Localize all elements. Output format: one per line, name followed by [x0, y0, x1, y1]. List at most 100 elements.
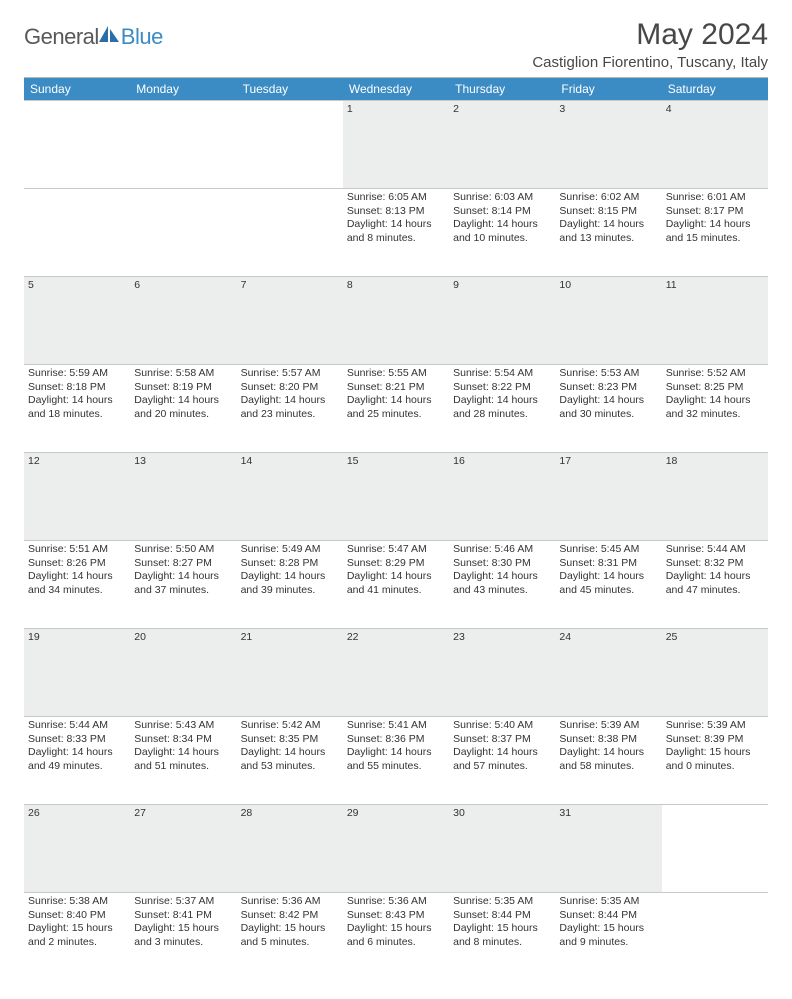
day-number: 3: [555, 101, 661, 189]
day-cell: Sunrise: 6:05 AMSunset: 8:13 PMDaylight:…: [343, 189, 449, 277]
day-detail-line: Sunset: 8:35 PM: [241, 733, 339, 747]
day-cell: Sunrise: 5:39 AMSunset: 8:38 PMDaylight:…: [555, 717, 661, 805]
day-number: 14: [237, 453, 343, 541]
day-detail-line: Sunset: 8:39 PM: [666, 733, 764, 747]
day-detail-line: and 34 minutes.: [28, 584, 126, 598]
day-detail-line: Daylight: 14 hours: [666, 394, 764, 408]
day-number: [130, 101, 236, 189]
day-number: 6: [130, 277, 236, 365]
day-detail-line: Sunset: 8:31 PM: [559, 557, 657, 571]
day-detail-line: Sunrise: 5:50 AM: [134, 543, 232, 557]
day-number: [24, 101, 130, 189]
day-detail-line: and 13 minutes.: [559, 232, 657, 246]
day-cell: Sunrise: 5:55 AMSunset: 8:21 PMDaylight:…: [343, 365, 449, 453]
day-detail-line: Sunset: 8:15 PM: [559, 205, 657, 219]
day-detail-line: and 30 minutes.: [559, 408, 657, 422]
day-detail-line: Sunset: 8:34 PM: [134, 733, 232, 747]
day-number: 12: [24, 453, 130, 541]
day-detail-line: Daylight: 14 hours: [347, 218, 445, 232]
day-detail-line: Sunset: 8:22 PM: [453, 381, 551, 395]
day-detail-line: Daylight: 14 hours: [559, 218, 657, 232]
day-detail-line: Daylight: 14 hours: [453, 218, 551, 232]
day-detail-line: Daylight: 14 hours: [28, 394, 126, 408]
day-cell: Sunrise: 5:41 AMSunset: 8:36 PMDaylight:…: [343, 717, 449, 805]
day-detail-line: Daylight: 14 hours: [347, 746, 445, 760]
day-detail-line: Daylight: 14 hours: [134, 570, 232, 584]
day-detail-line: and 49 minutes.: [28, 760, 126, 774]
day-detail-line: Sunset: 8:13 PM: [347, 205, 445, 219]
day-detail-line: Sunrise: 5:40 AM: [453, 719, 551, 733]
day-detail-line: Sunset: 8:40 PM: [28, 909, 126, 923]
day-detail-line: and 18 minutes.: [28, 408, 126, 422]
title-block: May 2024 Castiglion Fiorentino, Tuscany,…: [532, 18, 768, 71]
day-detail-line: and 47 minutes.: [666, 584, 764, 598]
day-detail-line: Daylight: 14 hours: [559, 570, 657, 584]
day-detail-line: Sunrise: 5:45 AM: [559, 543, 657, 557]
day-detail-line: Sunrise: 6:05 AM: [347, 191, 445, 205]
day-detail-line: Sunset: 8:42 PM: [241, 909, 339, 923]
day-detail-line: and 5 minutes.: [241, 936, 339, 950]
day-detail-line: Daylight: 15 hours: [666, 746, 764, 760]
week-row: Sunrise: 5:38 AMSunset: 8:40 PMDaylight:…: [24, 893, 768, 981]
day-detail-line: Sunset: 8:19 PM: [134, 381, 232, 395]
day-detail-line: Daylight: 14 hours: [453, 570, 551, 584]
day-detail-line: Sunrise: 5:57 AM: [241, 367, 339, 381]
day-detail-line: Sunrise: 5:54 AM: [453, 367, 551, 381]
day-detail-line: Sunrise: 5:51 AM: [28, 543, 126, 557]
day-detail-line: Sunset: 8:18 PM: [28, 381, 126, 395]
day-cell: Sunrise: 5:59 AMSunset: 8:18 PMDaylight:…: [24, 365, 130, 453]
day-detail-line: and 20 minutes.: [134, 408, 232, 422]
calendar-body: 1234Sunrise: 6:05 AMSunset: 8:13 PMDayli…: [24, 101, 768, 981]
calendar-page: General Blue May 2024 Castiglion Fiorent…: [0, 0, 792, 999]
day-detail-line: Daylight: 14 hours: [241, 746, 339, 760]
day-detail-line: Sunrise: 5:59 AM: [28, 367, 126, 381]
day-detail-line: Sunset: 8:20 PM: [241, 381, 339, 395]
day-detail-line: and 8 minutes.: [453, 936, 551, 950]
day-number: 16: [449, 453, 555, 541]
page-header: General Blue May 2024 Castiglion Fiorent…: [24, 18, 768, 71]
day-detail-line: Daylight: 14 hours: [241, 570, 339, 584]
day-number: 10: [555, 277, 661, 365]
day-detail-line: Daylight: 14 hours: [134, 394, 232, 408]
day-detail-line: Daylight: 14 hours: [28, 570, 126, 584]
logo-text-blue: Blue: [121, 24, 163, 50]
day-cell: Sunrise: 5:44 AMSunset: 8:32 PMDaylight:…: [662, 541, 768, 629]
day-cell: Sunrise: 5:36 AMSunset: 8:43 PMDaylight:…: [343, 893, 449, 981]
day-detail-line: Sunset: 8:25 PM: [666, 381, 764, 395]
day-detail-line: Daylight: 15 hours: [559, 922, 657, 936]
weekday-header: Saturday: [662, 78, 768, 101]
day-number: 26: [24, 805, 130, 893]
day-number: 5: [24, 277, 130, 365]
day-detail-line: and 58 minutes.: [559, 760, 657, 774]
day-detail-line: and 41 minutes.: [347, 584, 445, 598]
day-detail-line: Sunrise: 5:35 AM: [559, 895, 657, 909]
day-cell: Sunrise: 5:37 AMSunset: 8:41 PMDaylight:…: [130, 893, 236, 981]
day-cell: Sunrise: 5:58 AMSunset: 8:19 PMDaylight:…: [130, 365, 236, 453]
daynum-row: 1234: [24, 101, 768, 189]
day-detail-line: and 23 minutes.: [241, 408, 339, 422]
day-cell: Sunrise: 6:01 AMSunset: 8:17 PMDaylight:…: [662, 189, 768, 277]
day-detail-line: Sunrise: 5:44 AM: [666, 543, 764, 557]
day-number: 24: [555, 629, 661, 717]
daynum-row: 262728293031: [24, 805, 768, 893]
day-detail-line: and 28 minutes.: [453, 408, 551, 422]
week-row: Sunrise: 5:44 AMSunset: 8:33 PMDaylight:…: [24, 717, 768, 805]
day-cell: Sunrise: 5:35 AMSunset: 8:44 PMDaylight:…: [449, 893, 555, 981]
weekday-header: Monday: [130, 78, 236, 101]
day-detail-line: Sunset: 8:27 PM: [134, 557, 232, 571]
day-detail-line: and 25 minutes.: [347, 408, 445, 422]
day-detail-line: and 8 minutes.: [347, 232, 445, 246]
day-detail-line: Daylight: 14 hours: [241, 394, 339, 408]
day-number: 8: [343, 277, 449, 365]
location-subtitle: Castiglion Fiorentino, Tuscany, Italy: [532, 54, 768, 71]
day-cell: Sunrise: 5:38 AMSunset: 8:40 PMDaylight:…: [24, 893, 130, 981]
day-detail-line: Sunset: 8:30 PM: [453, 557, 551, 571]
day-detail-line: Daylight: 15 hours: [241, 922, 339, 936]
day-cell: Sunrise: 5:43 AMSunset: 8:34 PMDaylight:…: [130, 717, 236, 805]
weekday-header: Friday: [555, 78, 661, 101]
day-detail-line: Daylight: 14 hours: [453, 746, 551, 760]
day-detail-line: Sunset: 8:33 PM: [28, 733, 126, 747]
day-detail-line: Sunrise: 6:01 AM: [666, 191, 764, 205]
day-detail-line: and 32 minutes.: [666, 408, 764, 422]
day-detail-line: and 6 minutes.: [347, 936, 445, 950]
